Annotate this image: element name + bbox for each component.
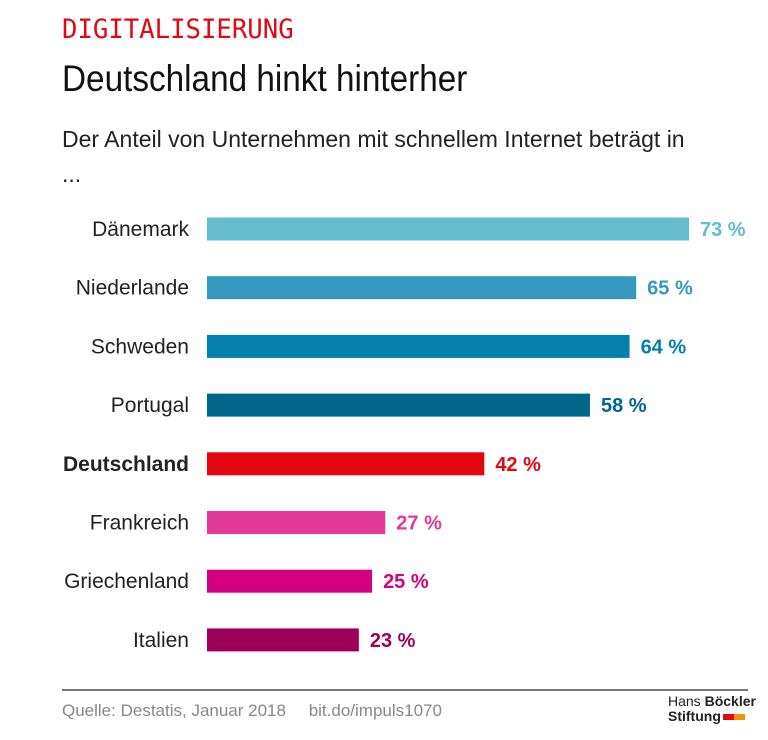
value-label: 25 % — [383, 571, 429, 593]
bar-schweden — [207, 334, 630, 358]
value-label: 23 % — [370, 630, 416, 652]
category-label: Dänemark — [92, 218, 189, 241]
value-label: 27 % — [396, 513, 442, 535]
footer-divider — [62, 689, 748, 691]
bar-portugal — [207, 393, 590, 417]
bar-griechenland — [207, 569, 373, 593]
value-label: 73 % — [700, 219, 746, 241]
chart-subtitle: Der Anteil von Unternehmen mit schnellem… — [62, 126, 685, 187]
category-label: Frankreich — [90, 512, 189, 535]
value-label: 42 % — [495, 454, 541, 476]
category-label: Italien — [133, 629, 189, 652]
category-label: Portugal — [111, 394, 189, 417]
bar-niederlande — [207, 276, 637, 300]
value-label: 58 % — [601, 395, 647, 417]
bar-italien — [207, 628, 359, 652]
category-label: Griechenland — [64, 570, 189, 593]
category-label: Deutschland — [63, 453, 189, 476]
source-text: Quelle: Destatis, Januar 2018 — [62, 701, 286, 720]
value-label: 65 % — [647, 278, 693, 300]
source-line: Quelle: Destatis, Januar 2018 bit.do/imp… — [62, 701, 460, 721]
category-label: Niederlande — [76, 277, 189, 300]
bar-frankreich — [207, 511, 386, 534]
chart-title: Deutschland hinkt hinterher — [62, 58, 468, 99]
value-label: 64 % — [641, 336, 687, 358]
kicker: DIGITALISIERUNG — [62, 14, 294, 45]
source-link[interactable]: bit.do/impuls1070 — [308, 701, 442, 720]
bar-chart: Dänemark 73 % Niederlande 65 % Schweden 64 % P… — [63, 217, 746, 652]
hans-boeckler-logo: Hans Böckler Stiftung — [668, 693, 756, 724]
bar-dänemark — [207, 217, 689, 241]
category-label: Schweden — [91, 335, 189, 358]
bar-deutschland — [207, 452, 485, 476]
